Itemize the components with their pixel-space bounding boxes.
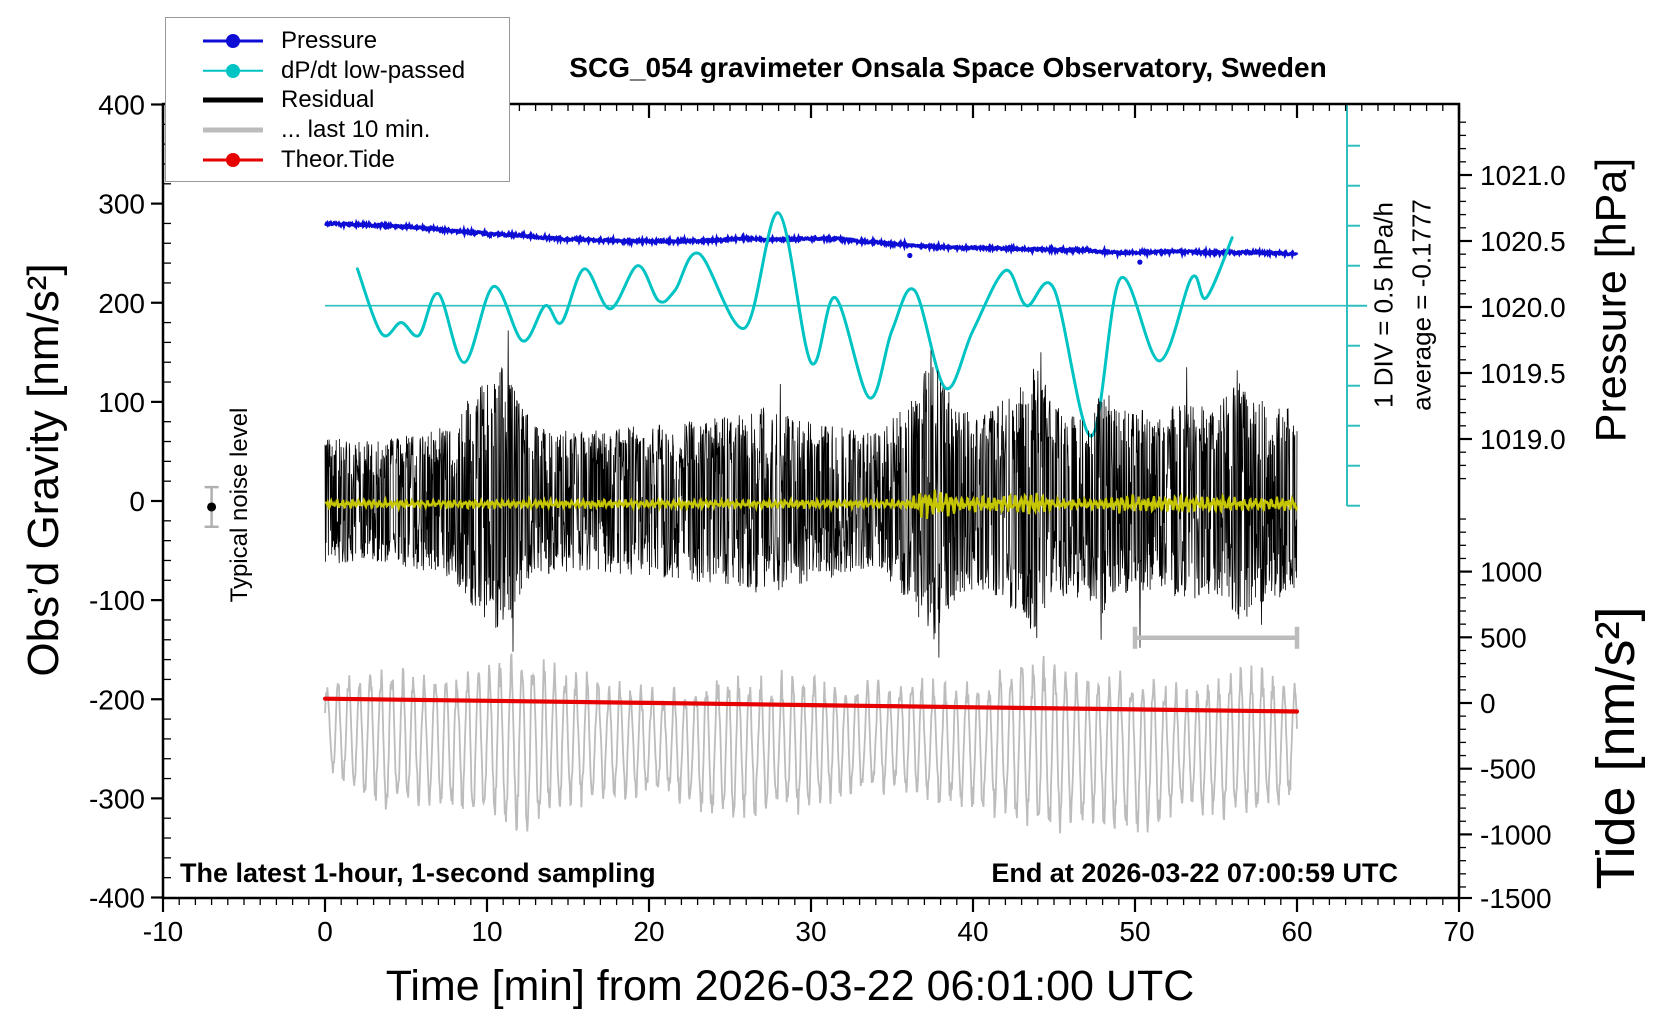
x-tick-label: 40 xyxy=(957,916,988,947)
legend-item: Theor.Tide xyxy=(166,145,509,175)
gravity-tick-label: 100 xyxy=(98,387,145,418)
pressure-tick-label: 1019.5 xyxy=(1480,358,1566,389)
legend-label: Pressure xyxy=(281,26,378,54)
legend: Pressure dP/dt low-passed Residual... last… xyxy=(165,17,510,182)
legend-dot-sample xyxy=(226,33,240,48)
series-pressure xyxy=(324,218,1299,265)
legend-item: Pressure xyxy=(166,26,509,56)
series--last-10-min- xyxy=(324,653,1298,834)
x-tick-label: 60 xyxy=(1281,916,1312,947)
pressure-axis-title: Pressure [hPa] xyxy=(1587,157,1636,443)
average-label: average = -0.1777 xyxy=(1406,199,1437,411)
gravity-tick-label: -300 xyxy=(89,783,145,814)
legend-item: ... last 10 min. xyxy=(166,115,509,145)
legend-line-sample xyxy=(203,127,263,133)
gravity-tick-label: -200 xyxy=(89,684,145,715)
pressure-tick-label: 1019.0 xyxy=(1480,424,1566,455)
pressure-tick-label: 1021.0 xyxy=(1480,160,1566,191)
x-tick-label: 50 xyxy=(1119,916,1150,947)
tide-tick-label: -1000 xyxy=(1480,819,1552,850)
tide-axis: 1000 500 0 -500 -1000 -1500 xyxy=(1459,518,1552,914)
page-title: SCG_054 gravimeter Onsala Space Observat… xyxy=(569,52,1327,83)
tide-tick-label: 500 xyxy=(1480,622,1527,653)
pressure-tick-label: 1020.0 xyxy=(1480,292,1566,323)
gravity-tick-label: 300 xyxy=(98,189,145,220)
gravity-tick-label: 400 xyxy=(98,90,145,121)
legend-line-sample xyxy=(203,97,263,103)
x-tick-label: 10 xyxy=(471,916,502,947)
legend-label: ... last 10 min. xyxy=(281,116,431,144)
typical-noise-level-label: Typical noise level xyxy=(226,407,253,603)
typical-noise-marker xyxy=(204,485,219,529)
legend-item: Residual xyxy=(166,86,509,116)
x-axis-title: Time [min] from 2026-03-22 06:01:00 UTC xyxy=(385,962,1195,1010)
x-tick-label: 0 xyxy=(317,916,333,947)
sampling-note: The latest 1-hour, 1-second sampling xyxy=(180,858,656,888)
tide-axis-title: Tide [nm/s²] xyxy=(1586,606,1646,890)
gravity-axis-title: Obs’d Gravity [nm/s²] xyxy=(19,263,68,677)
gravity-axis: 400 300 200 100 0 -100 -200 -300 -400 xyxy=(89,90,171,914)
last10-bracket xyxy=(1132,626,1300,649)
tide-tick-label: 0 xyxy=(1480,688,1496,719)
x-tick-label: 30 xyxy=(795,916,826,947)
pressure-tick-label: 1020.5 xyxy=(1480,226,1566,257)
series-residual-smoothed xyxy=(324,489,1299,520)
legend-item: dP/dt low-passed xyxy=(166,56,509,86)
gravity-tick-label: -400 xyxy=(89,883,145,914)
tide-tick-label: 1000 xyxy=(1480,557,1542,588)
legend-label: dP/dt low-passed xyxy=(281,56,466,84)
x-tick-label: -10 xyxy=(143,916,183,947)
series-dp-dt-low-passed xyxy=(355,211,1234,438)
pressure-axis: 1021.0 1020.5 1020.0 1019.5 1019.0 xyxy=(1459,121,1566,480)
tide-tick-label: -500 xyxy=(1480,754,1536,785)
end-time-note: End at 2026-03-22 07:00:59 UTC xyxy=(991,858,1398,888)
legend-label: Residual xyxy=(281,86,375,114)
x-tick-label: 70 xyxy=(1443,916,1474,947)
gravity-tick-label: 0 xyxy=(129,486,145,517)
legend-dot-sample xyxy=(226,63,240,78)
series-residual xyxy=(324,330,1298,658)
gravity-tick-label: -100 xyxy=(89,585,145,616)
tide-tick-label: -1500 xyxy=(1480,883,1552,914)
series-theor-tide xyxy=(322,696,1300,714)
gravity-tick-label: 200 xyxy=(98,288,145,319)
x-tick-label: 20 xyxy=(633,916,664,947)
div-scale-label: 1 DIV = 0.5 hPa/h xyxy=(1368,202,1399,408)
legend-dot-sample xyxy=(226,153,240,168)
x-axis: -10 0 10 20 30 40 50 60 70 xyxy=(143,104,1475,947)
legend-label: Theor.Tide xyxy=(281,146,395,174)
dpdt-reference-axis xyxy=(325,104,1367,507)
